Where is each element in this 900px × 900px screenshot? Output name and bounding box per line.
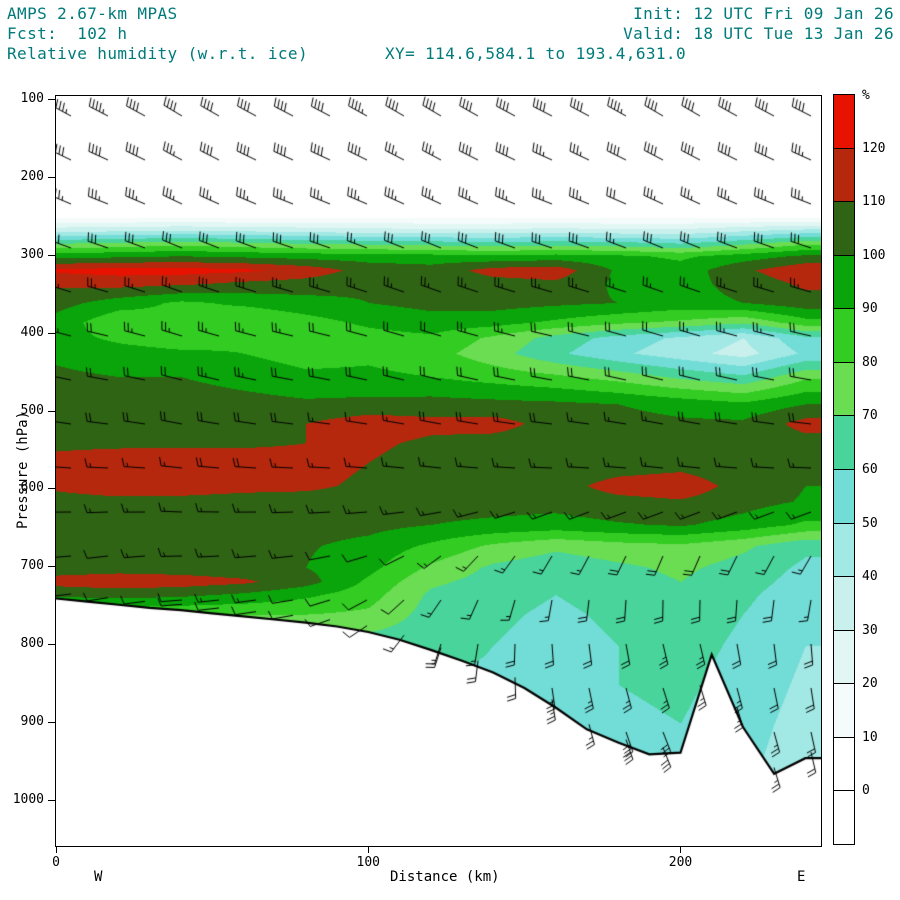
colorbar-segment	[833, 308, 855, 363]
colorbar-tick-label: 40	[862, 569, 878, 585]
header-valid: Valid: 18 UTC Tue 13 Jan 26	[623, 24, 894, 43]
colorbar-segment	[833, 147, 855, 203]
east-label: E	[797, 869, 806, 885]
y-tick-mark	[48, 99, 55, 100]
colorbar-segment	[833, 629, 855, 685]
colorbar-segment	[833, 201, 855, 256]
colorbar-segment	[833, 94, 855, 149]
colorbar-tick-label: 10	[862, 729, 878, 745]
colorbar-segment	[833, 469, 855, 524]
y-tick-mark	[48, 332, 55, 334]
colorbar	[833, 94, 855, 845]
colorbar-tick-label: 100	[862, 247, 886, 263]
x-tick-label: 100	[356, 855, 380, 870]
y-tick-label: 400	[20, 324, 44, 340]
y-tick-mark	[48, 644, 55, 646]
x-tick-label: 200	[668, 855, 693, 870]
colorbar-tick-label: 20	[862, 676, 878, 692]
y-tick-label: 500	[20, 402, 44, 418]
colorbar-tick-label: 60	[862, 462, 878, 477]
x-tick-mark	[368, 846, 370, 853]
y-tick-mark	[48, 176, 55, 178]
y-tick-label: 1000	[12, 792, 44, 807]
plot-frame	[55, 95, 822, 847]
colorbar-tick-label: 90	[862, 301, 878, 317]
colorbar-segment	[833, 361, 855, 417]
header-model: AMPS 2.67-km MPAS	[7, 4, 178, 23]
header-init: Init: 12 UTC Fri 09 Jan 26	[633, 4, 894, 23]
header-xy: XY= 114.6,584.1 to 193.4,631.0	[385, 44, 686, 63]
y-tick-mark	[48, 254, 55, 256]
y-tick-label: 900	[20, 714, 44, 730]
x-tick-label: 0	[52, 855, 60, 870]
colorbar-segment	[833, 576, 855, 631]
colorbar-segment	[833, 415, 855, 470]
colorbar-tick-label: 110	[862, 194, 886, 210]
colorbar-tick-label: 0	[862, 783, 870, 799]
x-tick-mark	[56, 846, 57, 853]
colorbar-tick-label: 120	[862, 140, 886, 156]
colorbar-segment	[833, 522, 855, 578]
y-tick-mark	[48, 800, 55, 801]
y-tick-label: 100	[20, 91, 44, 106]
y-tick-mark	[48, 722, 55, 724]
west-label: W	[94, 869, 103, 885]
y-tick-mark	[48, 488, 55, 490]
colorbar-tick-label: 80	[862, 354, 878, 370]
rh-cross-section-canvas	[56, 96, 821, 846]
colorbar-segment	[833, 683, 855, 738]
y-tick-mark	[48, 410, 55, 412]
x-axis-title: Distance (km)	[390, 869, 500, 885]
colorbar-tick-label: 50	[862, 515, 878, 531]
y-tick-label: 700	[20, 558, 44, 574]
colorbar-segment	[833, 790, 855, 845]
colorbar-tick-label: 30	[862, 622, 878, 638]
y-axis-title: Pressure (hPa)	[15, 411, 31, 530]
y-tick-label: 800	[20, 636, 44, 652]
colorbar-segment	[833, 736, 855, 792]
y-tick-mark	[48, 566, 55, 568]
x-tick-mark	[680, 846, 682, 853]
header-field: Relative humidity (w.r.t. ice)	[7, 44, 308, 63]
y-tick-label: 200	[20, 168, 44, 184]
y-tick-label: 600	[20, 480, 44, 496]
colorbar-segment	[833, 254, 855, 310]
y-tick-label: 300	[20, 246, 44, 262]
colorbar-tick-label: 70	[862, 408, 878, 424]
colorbar-unit-label: %	[862, 88, 870, 103]
header-fcst: Fcst: 102 h	[7, 24, 128, 43]
